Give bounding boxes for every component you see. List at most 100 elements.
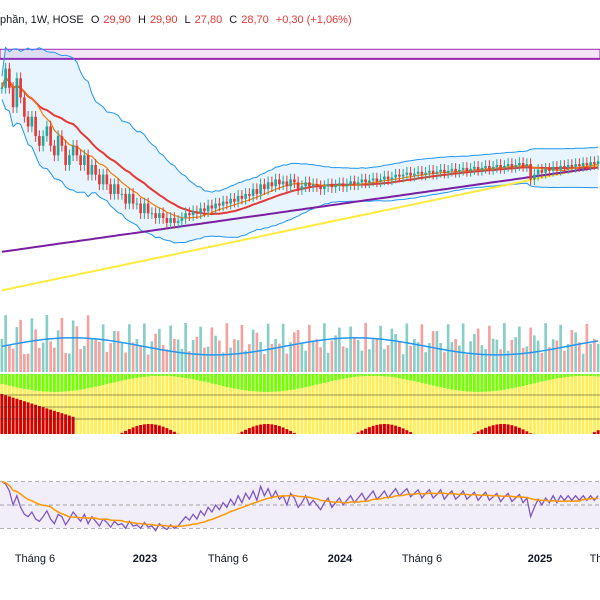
- candle-body: [143, 203, 146, 214]
- candle-body: [465, 167, 469, 171]
- flow-yellow-bar: [225, 386, 229, 434]
- flow-green-bar: [75, 374, 79, 391]
- candle-body: [38, 136, 41, 146]
- flow-green-bar: [551, 374, 555, 380]
- flow-yellow-bar: [427, 384, 431, 434]
- flow-red-bar: [266, 424, 270, 434]
- flow-red-bar: [502, 424, 506, 434]
- flow-red-bar: [525, 431, 529, 434]
- volume-bar: [266, 323, 270, 372]
- flow-green-bar: [416, 374, 420, 383]
- flow-yellow-bar: [176, 377, 180, 434]
- volume-bar: [386, 345, 390, 372]
- flow-green-bar: [64, 374, 68, 392]
- flow-green-bar: [330, 374, 334, 382]
- volume-bar: [454, 339, 457, 372]
- flow-red-bar: [386, 424, 390, 434]
- flow-green-bar: [371, 374, 375, 377]
- candle-body: [244, 193, 247, 199]
- volume-bar: [90, 337, 94, 372]
- bollinger-fill: [1, 47, 599, 244]
- flow-yellow-bar: [296, 388, 300, 434]
- candle-body: [409, 172, 412, 176]
- candle-body: [308, 182, 311, 187]
- flow-red-bar: [491, 425, 495, 434]
- flow-red-bar: [139, 425, 143, 434]
- volume-bar: [450, 342, 454, 372]
- flow-green-bar: [412, 374, 416, 382]
- flow-yellow-bar: [442, 388, 446, 434]
- flow-yellow-bar: [292, 389, 296, 434]
- flow-green-bar: [184, 374, 188, 379]
- flow-green-bar: [4, 374, 8, 385]
- flow-green-bar: [596, 374, 600, 377]
- flow-yellow-bar: [390, 377, 394, 434]
- flow-green-bar: [540, 374, 544, 382]
- volume-bar: [353, 337, 356, 372]
- flow-green-bar: [120, 374, 124, 381]
- flow-yellow-bar: [364, 376, 368, 434]
- volume-bar: [484, 349, 487, 372]
- flow-green-bar: [465, 374, 469, 392]
- candle-body: [413, 173, 416, 176]
- flow-red-bar: [15, 398, 19, 434]
- flow-yellow-bar: [341, 378, 345, 434]
- candle-body: [56, 136, 60, 156]
- volume-bar: [221, 352, 225, 372]
- flow-red-bar: [142, 424, 146, 434]
- volume-bar: [60, 317, 64, 372]
- flow-yellow-bar: [221, 386, 225, 434]
- flow-green-bar: [390, 374, 394, 378]
- candle-body: [203, 208, 206, 212]
- flow-yellow-bar: [397, 378, 401, 434]
- flow-green-bar: [217, 374, 221, 386]
- flow-green-bar: [176, 374, 180, 378]
- volume-bar: [180, 348, 184, 372]
- candle-body: [255, 189, 259, 194]
- flow-yellow-bar: [345, 378, 349, 434]
- flow-green-bar: [157, 374, 161, 377]
- flow-yellow-bar: [105, 384, 109, 434]
- volume-bar: [424, 352, 427, 372]
- flow-yellow-bar: [532, 383, 536, 434]
- candle-body: [506, 164, 510, 166]
- flow-yellow-bar: [270, 391, 274, 434]
- candle-body: [311, 184, 315, 187]
- candle-body: [11, 87, 15, 108]
- flow-red-bar: [382, 424, 386, 434]
- flow-red-bar: [22, 401, 26, 434]
- volume-bar: [341, 346, 345, 372]
- flow-yellow-bar: [82, 389, 86, 434]
- flow-green-bar: [341, 374, 345, 379]
- flow-yellow-bar: [562, 377, 566, 434]
- candle-body: [169, 218, 172, 223]
- volume-bar: [446, 324, 450, 372]
- volume-bar: [589, 343, 592, 372]
- flow-red-bar: [120, 432, 124, 434]
- flow-yellow-bar: [319, 383, 323, 434]
- candle-body: [236, 195, 240, 202]
- flow-yellow-bar: [251, 391, 255, 434]
- volume-ma-line: [1, 337, 599, 356]
- flow-green-bar: [45, 374, 49, 392]
- flow-yellow-bar: [307, 386, 311, 434]
- volume-bar: [116, 331, 120, 372]
- candle-body: [278, 179, 281, 185]
- rsi-line: [1, 481, 599, 532]
- flow-green-bar: [236, 374, 240, 390]
- volume-bar: [214, 335, 217, 372]
- volume-bar: [225, 323, 229, 372]
- flow-green-bar: [450, 374, 454, 390]
- candle-body: [289, 179, 292, 187]
- volume-bar: [566, 343, 570, 372]
- flow-yellow-bar: [577, 376, 581, 434]
- volume-bar: [285, 353, 289, 372]
- flow-red-bar: [56, 412, 60, 434]
- flow-green-bar: [86, 374, 90, 389]
- flow-green-bar: [49, 374, 53, 392]
- candle-body: [109, 184, 112, 194]
- flow-green-bar: [536, 374, 540, 383]
- resistance-band: [0, 48, 600, 60]
- volume-bar: [488, 325, 491, 372]
